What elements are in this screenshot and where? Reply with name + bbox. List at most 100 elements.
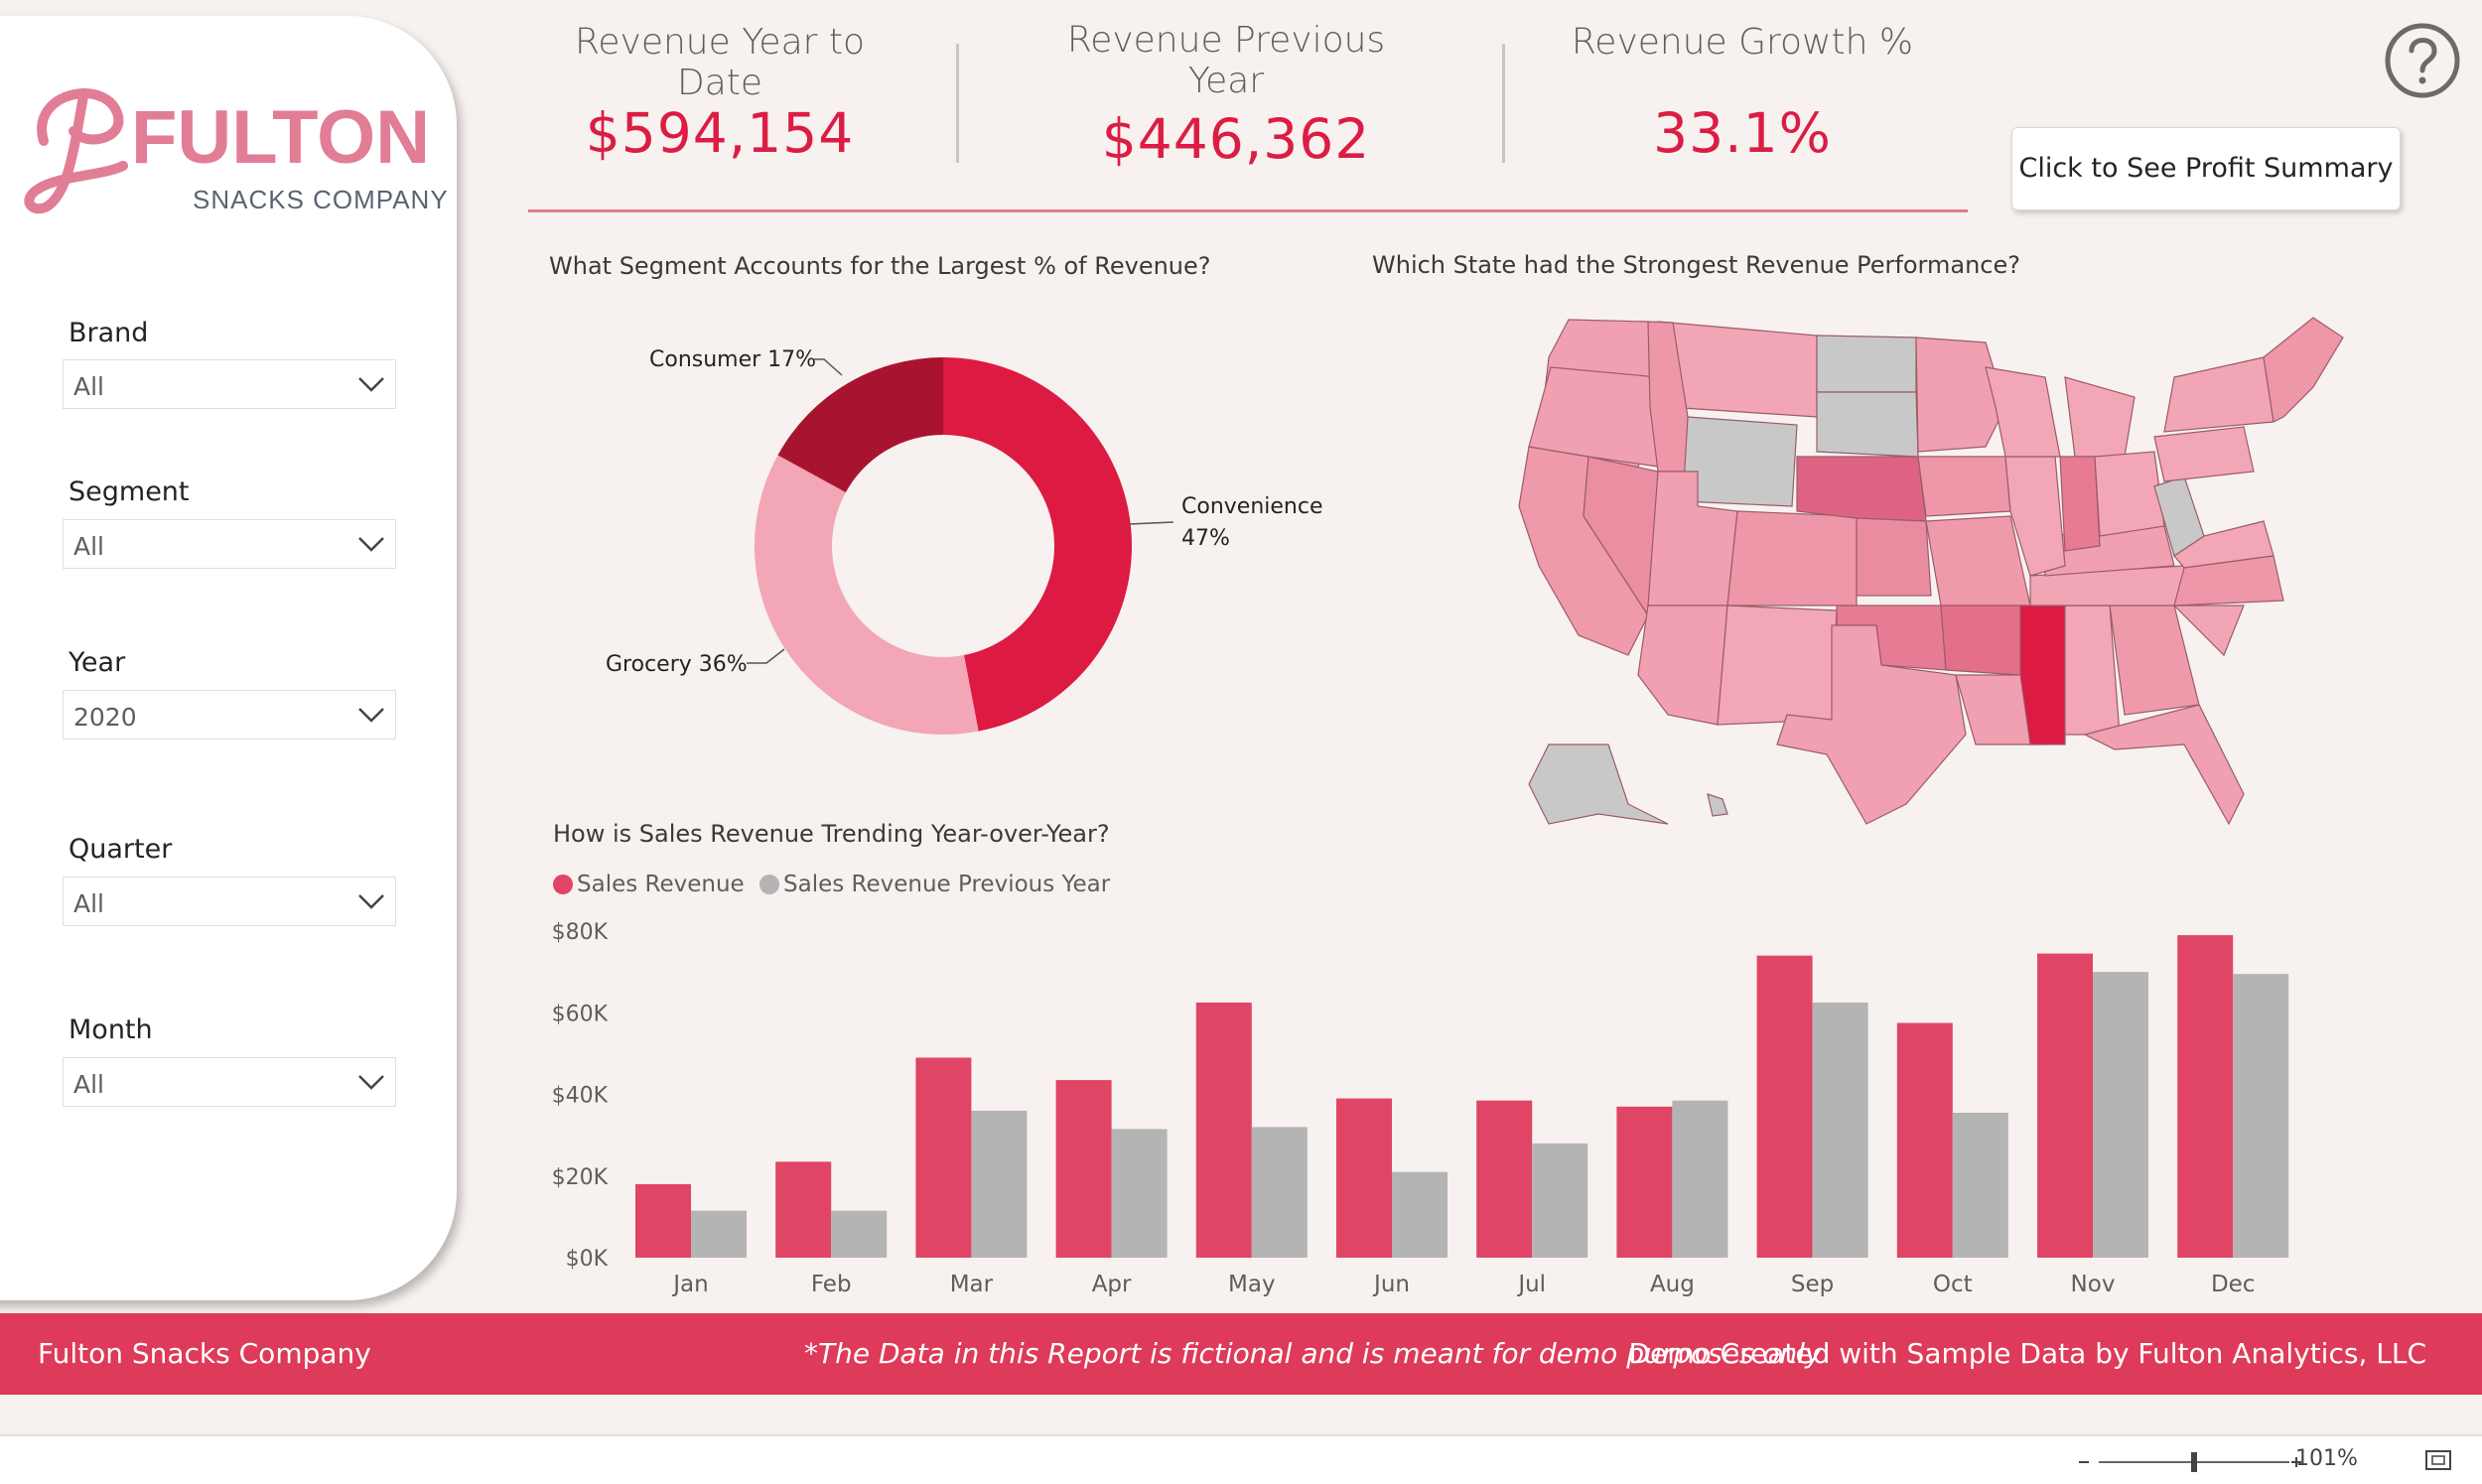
bar-previous-apr[interactable] — [1111, 1129, 1168, 1258]
bar-current-jan[interactable] — [635, 1183, 691, 1258]
kpi-separator — [1502, 44, 1505, 163]
chevron-down-icon — [358, 894, 384, 909]
footer-credit: Demo Created with Sample Data by Fulton … — [1628, 1337, 2426, 1370]
logo-script-flourish — [24, 88, 128, 214]
x-tick-label: Feb — [811, 1272, 852, 1297]
state-kansas — [1856, 517, 1932, 597]
chevron-down-icon — [358, 537, 384, 552]
x-tick-label: May — [1228, 1272, 1276, 1297]
state-carolina-n — [2173, 555, 2284, 607]
state-virginia — [2173, 520, 2275, 569]
profit-summary-button[interactable]: Click to See Profit Summary — [2011, 127, 2401, 210]
x-tick-label: Jan — [671, 1272, 708, 1297]
filter-label-year: Year — [69, 647, 126, 678]
bar-previous-nov[interactable] — [2093, 972, 2148, 1258]
trend-chart-legend: Sales Revenue Sales Revenue Previous Yea… — [553, 872, 1118, 897]
bar-previous-dec[interactable] — [2233, 974, 2289, 1258]
filter-dropdown-segment[interactable]: All — [63, 519, 396, 569]
zoom-level: 101% — [2295, 1446, 2358, 1471]
legend-marker-previous — [759, 875, 780, 894]
revenue-trend-bar-chart: $0K $20K $40K $60K $80K Jan Feb Mar Apr May Jun Jul… — [552, 920, 2289, 1297]
bar-previous-may[interactable] — [1251, 1127, 1308, 1258]
filter-value: All — [73, 889, 104, 918]
filter-label-quarter: Quarter — [69, 834, 173, 865]
state-arizona — [1637, 605, 1728, 726]
bar-previous-sep[interactable] — [1812, 1002, 1868, 1258]
bar-current-oct[interactable] — [1896, 1022, 1953, 1258]
zoom-slider-thumb — [2191, 1452, 2197, 1472]
state-dakota-s — [1816, 391, 1919, 458]
filter-label-brand: Brand — [69, 318, 149, 348]
bar-current-feb[interactable] — [775, 1161, 832, 1258]
donut-slice-convenience[interactable] — [943, 357, 1133, 732]
y-tick-label: $40K — [552, 1084, 609, 1109]
bar-previous-mar[interactable] — [971, 1110, 1028, 1258]
kpi-ytd-value: $594,154 — [585, 101, 855, 165]
kpi-ytd-title: Revenue Year to Date — [574, 22, 866, 103]
question-circle-icon[interactable] — [2383, 21, 2462, 100]
segment-chart-title: What Segment Accounts for the Largest % … — [549, 252, 1211, 280]
zoom-slider[interactable] — [2075, 1446, 2303, 1476]
kpi-underline — [528, 209, 1968, 212]
x-tick-label: Sep — [1791, 1272, 1834, 1297]
bar-previous-feb[interactable] — [831, 1210, 888, 1258]
state-iowa — [1917, 456, 2011, 517]
donut-label-convenience: Convenience — [1181, 494, 1323, 519]
bar-current-jul[interactable] — [1476, 1100, 1533, 1258]
bar-current-sep[interactable] — [1756, 955, 1813, 1258]
state-missouri — [1925, 515, 2031, 607]
bar-current-nov[interactable] — [2037, 953, 2093, 1258]
state-newengland — [2263, 317, 2344, 423]
state-alabama — [2064, 605, 2121, 736]
state-pennsylvania — [2153, 426, 2255, 482]
donut-slice-consumer[interactable] — [777, 357, 943, 493]
x-tick-label: Oct — [1933, 1272, 1973, 1297]
bar-current-apr[interactable] — [1055, 1080, 1112, 1258]
bar-previous-oct[interactable] — [1952, 1113, 2008, 1258]
state-dakota-n — [1816, 335, 1917, 393]
bar-current-mar[interactable] — [915, 1057, 972, 1258]
kpi-growth-value: 33.1% — [1653, 101, 1832, 165]
state-florida — [2083, 704, 2245, 826]
logo-wordmark: FULTON — [131, 95, 430, 180]
state-colorado — [1726, 510, 1858, 607]
chevron-down-icon — [358, 708, 384, 723]
donut-label-grocery: Grocery 36% — [606, 652, 748, 677]
state-indiana — [2059, 456, 2101, 552]
state-newyork — [2163, 356, 2275, 433]
donut-slice-grocery[interactable] — [754, 455, 979, 735]
bar-current-dec[interactable] — [2177, 935, 2234, 1258]
bar-previous-jun[interactable] — [1392, 1171, 1448, 1258]
filter-dropdown-brand[interactable]: All — [63, 359, 396, 409]
y-tick-label: $80K — [552, 920, 609, 945]
filter-dropdown-quarter[interactable]: All — [63, 877, 396, 926]
state-oregon — [1528, 366, 1659, 468]
filter-dropdown-year[interactable]: 2020 — [63, 690, 396, 740]
bar-current-jun[interactable] — [1336, 1098, 1392, 1258]
filter-value: All — [73, 372, 104, 401]
filter-label-segment: Segment — [69, 476, 190, 507]
fit-to-page-icon[interactable] — [2424, 1448, 2452, 1472]
donut-leader-lines — [747, 358, 1174, 664]
bar-current-may[interactable] — [1195, 1002, 1252, 1258]
footer-disclaimer: *The Data in this Report is fictional an… — [804, 1337, 1822, 1370]
filter-value: All — [73, 532, 104, 561]
state-wyoming — [1682, 416, 1798, 507]
filter-label-month: Month — [69, 1014, 153, 1045]
state-arkansas — [1940, 605, 2026, 676]
us-state-map — [1518, 317, 2344, 826]
x-tick-label: Dec — [2211, 1272, 2256, 1297]
bar-previous-aug[interactable] — [1672, 1100, 1728, 1258]
bar-current-aug[interactable] — [1616, 1106, 1673, 1258]
segment-donut-chart — [754, 357, 1133, 735]
state-hawaii — [1707, 793, 1728, 817]
bar-previous-jul[interactable] — [1532, 1143, 1588, 1258]
state-nebraska — [1796, 456, 1927, 522]
bar-previous-jan[interactable] — [691, 1210, 747, 1258]
filter-value: 2020 — [73, 703, 137, 732]
state-georgia — [2109, 605, 2200, 716]
x-tick-label: Mar — [950, 1272, 994, 1297]
x-tick-label: Apr — [1092, 1272, 1132, 1297]
filter-dropdown-month[interactable]: All — [63, 1057, 396, 1107]
report-canvas: FULTON SNACKS COMPANY Brand All Segment All… — [0, 0, 2482, 1434]
